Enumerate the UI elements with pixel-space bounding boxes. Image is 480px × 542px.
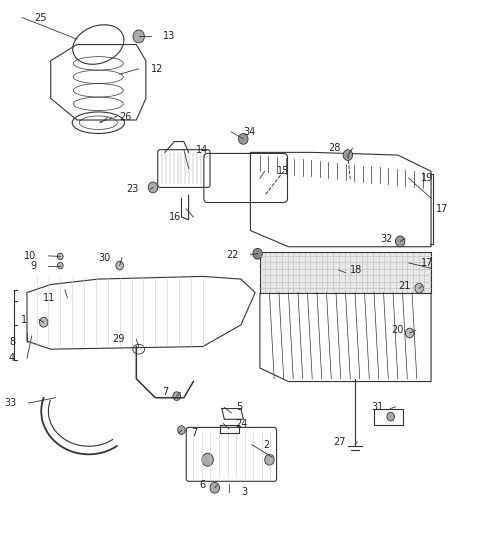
Circle shape	[210, 482, 219, 493]
Text: 31: 31	[372, 402, 384, 412]
Circle shape	[396, 236, 405, 247]
Text: 30: 30	[98, 253, 110, 262]
Circle shape	[406, 328, 414, 338]
Text: 3: 3	[241, 487, 247, 497]
Text: 24: 24	[235, 418, 248, 429]
Text: 15: 15	[276, 166, 289, 176]
Circle shape	[58, 253, 63, 260]
Text: 11: 11	[43, 293, 56, 303]
Circle shape	[264, 454, 274, 465]
Text: 21: 21	[398, 281, 410, 291]
Text: 32: 32	[381, 234, 393, 244]
Text: 16: 16	[169, 212, 181, 222]
Text: 4: 4	[9, 353, 15, 363]
Text: 28: 28	[328, 143, 341, 153]
Text: 7: 7	[162, 388, 168, 397]
Circle shape	[343, 150, 353, 160]
Circle shape	[415, 283, 423, 293]
Text: 27: 27	[333, 437, 346, 447]
Text: 6: 6	[199, 480, 205, 490]
Circle shape	[39, 318, 48, 327]
Circle shape	[239, 133, 248, 144]
Circle shape	[148, 182, 158, 193]
Text: 2: 2	[264, 440, 270, 450]
Text: 8: 8	[9, 337, 15, 347]
Text: 17: 17	[436, 204, 448, 214]
Text: 17: 17	[420, 258, 433, 268]
Text: 9: 9	[30, 261, 36, 270]
Text: 29: 29	[112, 334, 124, 345]
Text: 33: 33	[4, 398, 16, 408]
Text: 13: 13	[162, 31, 175, 41]
Text: 22: 22	[226, 250, 239, 260]
Circle shape	[253, 248, 262, 259]
Text: 18: 18	[350, 265, 362, 275]
Circle shape	[387, 412, 395, 421]
Text: 5: 5	[236, 402, 242, 412]
Circle shape	[133, 30, 144, 43]
Circle shape	[116, 261, 123, 270]
Text: 26: 26	[120, 112, 132, 122]
FancyBboxPatch shape	[260, 252, 431, 293]
Text: 7: 7	[191, 428, 197, 438]
Circle shape	[202, 453, 213, 466]
Text: 34: 34	[243, 127, 255, 137]
Text: 1: 1	[21, 314, 27, 325]
Circle shape	[173, 392, 180, 401]
Text: 10: 10	[24, 251, 36, 261]
Circle shape	[178, 426, 185, 434]
Text: 12: 12	[151, 64, 163, 74]
Text: 19: 19	[420, 173, 433, 183]
Text: 20: 20	[392, 325, 404, 335]
Text: 23: 23	[126, 184, 139, 194]
Text: 14: 14	[196, 145, 208, 154]
Circle shape	[58, 262, 63, 269]
Text: 25: 25	[34, 12, 47, 23]
